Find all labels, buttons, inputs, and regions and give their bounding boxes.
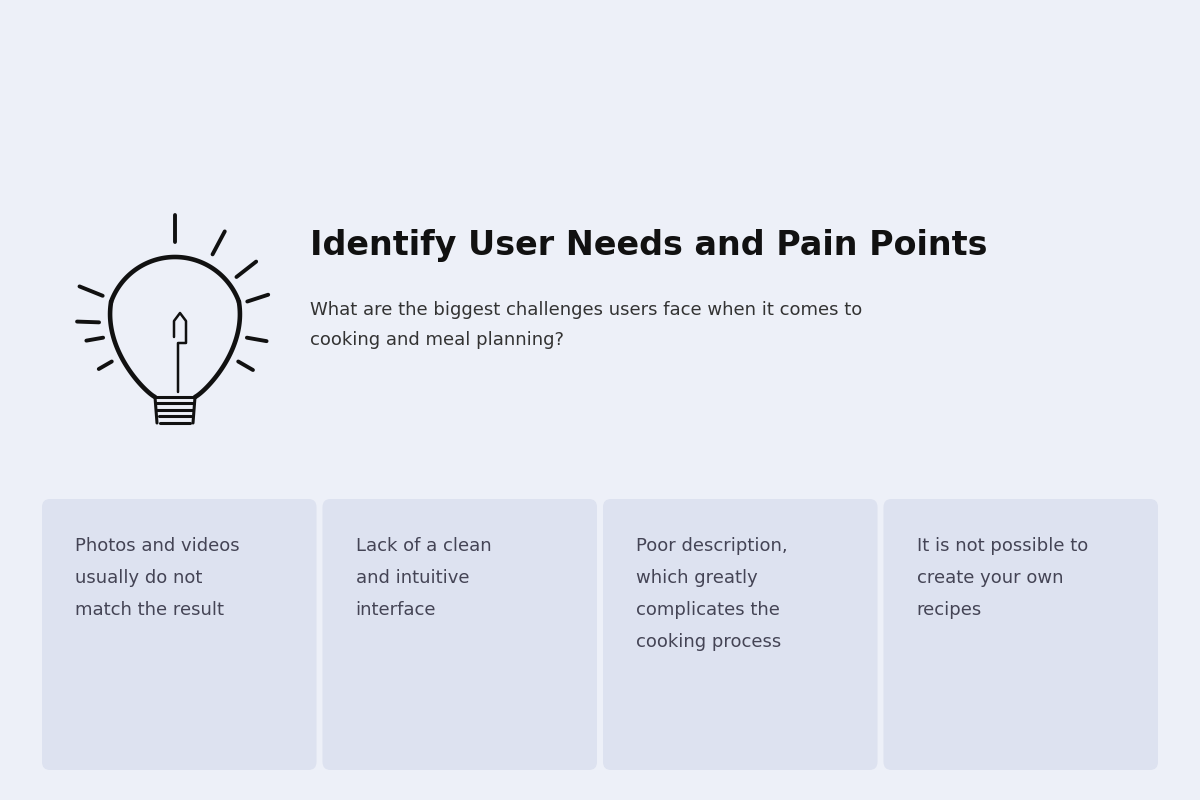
Text: Identify User Needs and Pain Points: Identify User Needs and Pain Points	[310, 229, 988, 262]
FancyBboxPatch shape	[323, 499, 598, 770]
FancyBboxPatch shape	[42, 499, 317, 770]
Text: It is not possible to
create your own
recipes: It is not possible to create your own re…	[917, 537, 1087, 619]
Text: What are the biggest challenges users face when it comes to
cooking and meal pla: What are the biggest challenges users fa…	[310, 302, 863, 349]
Text: Photos and videos
usually do not
match the result: Photos and videos usually do not match t…	[74, 537, 240, 619]
FancyBboxPatch shape	[883, 499, 1158, 770]
Text: Poor description,
which greatly
complicates the
cooking process: Poor description, which greatly complica…	[636, 537, 787, 651]
FancyBboxPatch shape	[604, 499, 877, 770]
Text: Lack of a clean
and intuitive
interface: Lack of a clean and intuitive interface	[355, 537, 491, 619]
